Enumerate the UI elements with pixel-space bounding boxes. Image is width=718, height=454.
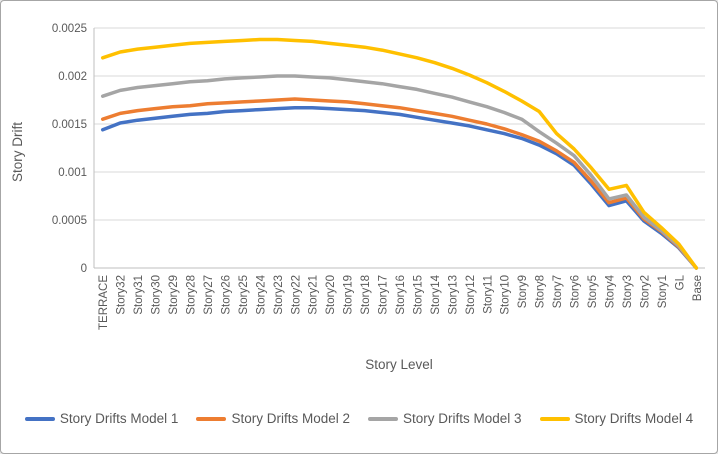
x-tick-label: Story18	[360, 275, 372, 315]
y-tick-label: 0.0015	[52, 119, 87, 131]
x-tick-label: Story13	[447, 275, 459, 315]
x-axis-title: Story Level	[365, 357, 433, 372]
x-tick-label: Story15	[412, 275, 424, 315]
y-tick-label: 0.001	[58, 167, 87, 179]
x-tick-label: Story32	[116, 275, 128, 315]
series-line	[100, 37, 699, 270]
x-tick-label: Story20	[325, 275, 337, 315]
legend-label: Story Drifts Model 1	[59, 411, 179, 426]
legend-item: Story Drifts Model 4	[539, 411, 694, 426]
x-tick-label: Story12	[465, 275, 477, 315]
x-tick-label: Story1	[657, 275, 669, 308]
legend-label: Story Drifts Model 4	[574, 411, 694, 426]
x-tick-label: Story31	[133, 275, 145, 315]
y-tick-label: 0.002	[58, 71, 87, 83]
legend-item: Story Drifts Model 2	[196, 411, 350, 426]
x-tick-label: Story29	[168, 275, 180, 315]
y-axis-title: Story Drift	[10, 122, 25, 182]
legend-swatch-icon	[196, 416, 227, 421]
x-tick-label: Story8	[535, 275, 547, 308]
x-tick-label: GL	[674, 274, 686, 290]
legend-swatch-icon	[368, 416, 398, 421]
x-tick-label: Story21	[308, 275, 320, 315]
x-tick-label: Story28	[186, 275, 198, 315]
x-tick-label: Story23	[273, 275, 285, 315]
y-tick-label: 0.0025	[52, 23, 87, 35]
y-tick-label: 0.0005	[52, 215, 87, 227]
legend-swatch-icon	[24, 416, 55, 421]
x-tick-label: TERRACE	[98, 275, 110, 330]
x-tick-label: Story3	[622, 275, 634, 308]
x-tick-label: Story5	[587, 275, 599, 308]
legend-swatch-icon	[539, 416, 570, 421]
x-tick-label: Story11	[482, 275, 494, 314]
x-tick-label: Story22	[290, 275, 302, 315]
y-tick-label: 0	[81, 263, 87, 275]
x-tick-label: Story26	[220, 275, 232, 315]
x-tick-label: Base	[692, 275, 704, 301]
x-tick-label: Story30	[151, 275, 163, 315]
x-tick-label: Story14	[430, 274, 442, 314]
legend-item: Story Drifts Model 3	[368, 411, 522, 426]
series-line	[100, 105, 699, 270]
x-tick-label: Story7	[552, 275, 564, 308]
x-tick-label: Story27	[203, 275, 215, 315]
series-line	[100, 74, 699, 270]
legend: Story Drifts Model 1 Story Drifts Model 2…	[1, 411, 717, 426]
x-tick-label: Story16	[395, 275, 407, 315]
x-tick-label: Story17	[378, 275, 390, 315]
x-tick-label: Story19	[343, 275, 355, 315]
x-tick-label: Story6	[570, 275, 582, 308]
x-tick-label: Story2	[639, 275, 651, 308]
legend-label: Story Drifts Model 3	[403, 411, 522, 426]
x-tick-label: Story24	[255, 274, 267, 314]
series-line	[100, 97, 699, 270]
x-tick-label: Story9	[517, 275, 529, 308]
legend-label: Story Drifts Model 2	[231, 411, 350, 426]
x-tick-label: Story4	[604, 274, 616, 308]
x-tick-label: Story10	[500, 275, 512, 315]
legend-item: Story Drifts Model 1	[24, 411, 179, 426]
x-tick-label: Story25	[238, 275, 250, 315]
